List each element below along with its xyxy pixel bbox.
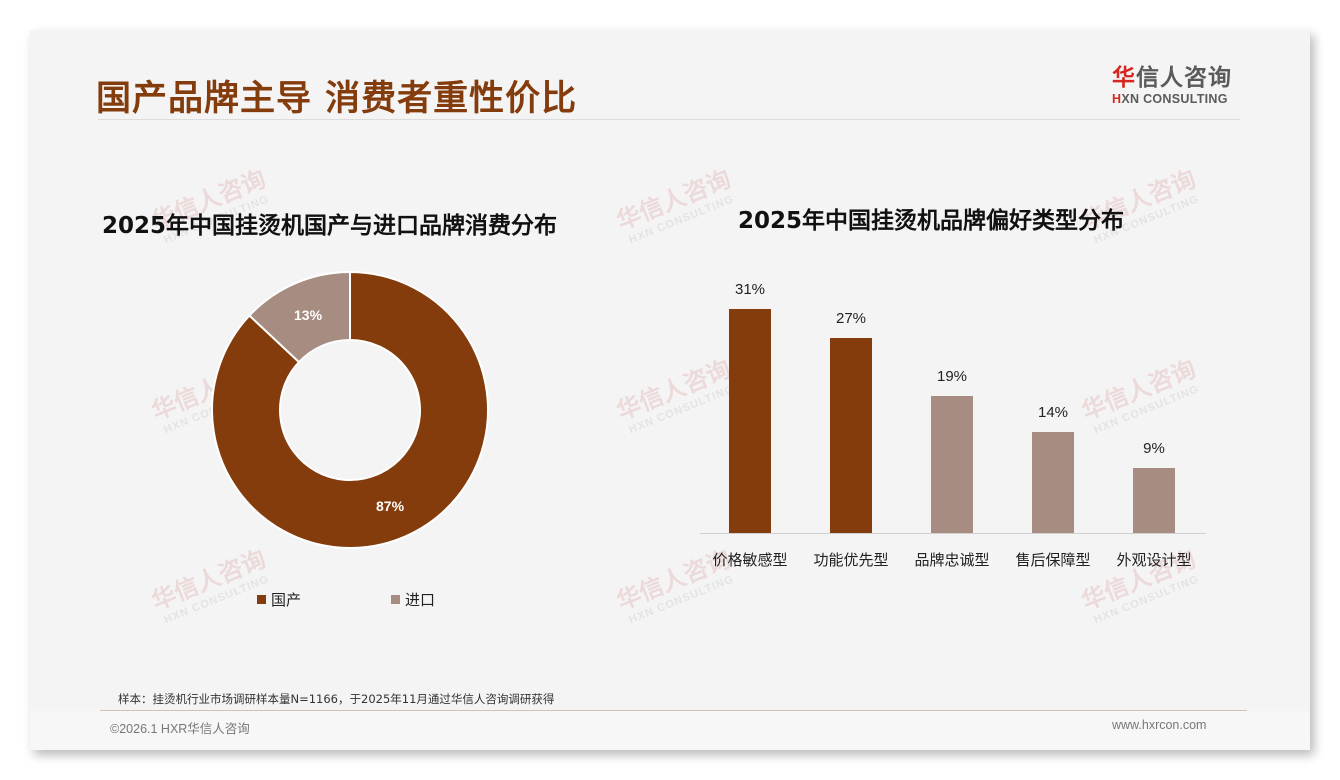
bar-1 bbox=[729, 309, 771, 533]
bar-value-label: 27% bbox=[835, 309, 867, 327]
bar-2 bbox=[830, 337, 872, 533]
legend-swatch bbox=[257, 595, 266, 604]
footer-divider bbox=[100, 710, 1247, 711]
bar-chart: 31% 价格敏感型 27% 功能优先型 19% 品牌忠诚型 14% 售后保障型 9% 外观设计型 bbox=[700, 270, 1206, 570]
legend-label: 进口 bbox=[405, 591, 436, 609]
slide: 华信人咨询 HXN CONSULTING 华信人咨询 HXN CONSULTING … bbox=[30, 30, 1310, 750]
donut-label-import: 13% bbox=[294, 307, 323, 323]
logo-chinese: 华信人咨询 bbox=[1112, 65, 1232, 91]
x-axis-category-label: 外观设计型 bbox=[1116, 551, 1192, 569]
bar-4 bbox=[1032, 431, 1074, 533]
logo-english: HXN CONSULTING bbox=[1112, 92, 1228, 106]
bar-value-label: 9% bbox=[1143, 439, 1165, 457]
bar-value-label: 14% bbox=[1037, 403, 1069, 421]
sample-footnote: 样本：挂烫机行业市场调研样本量N=1166，于2025年11月通过华信人咨询调研… bbox=[118, 692, 555, 706]
legend-item-domestic: 国产 bbox=[257, 589, 301, 610]
bar-5 bbox=[1133, 467, 1175, 533]
bar-chart-title: 2025年中国挂烫机品牌偏好类型分布 bbox=[738, 208, 1125, 234]
header-divider bbox=[98, 119, 1240, 120]
legend-item-import: 进口 bbox=[391, 589, 435, 610]
donut-label-domestic: 87% bbox=[376, 498, 405, 514]
donut-slice-domestic bbox=[211, 271, 489, 549]
donut-slice-import bbox=[247, 271, 351, 364]
x-axis-line bbox=[700, 533, 1206, 534]
donut-chart bbox=[211, 271, 489, 549]
x-axis-category-label: 价格敏感型 bbox=[712, 551, 788, 569]
footer-band bbox=[30, 711, 1310, 750]
copyright: ©2026.1 HXR华信人咨询 bbox=[110, 722, 250, 736]
page-title: 国产品牌主导 消费者重性价比 bbox=[96, 79, 578, 119]
x-axis-category-label: 售后保障型 bbox=[1015, 551, 1091, 569]
legend-swatch bbox=[391, 595, 400, 604]
bar-value-label: 19% bbox=[936, 367, 968, 385]
bar-value-label: 31% bbox=[734, 281, 766, 298]
bar-3 bbox=[931, 395, 973, 533]
legend-label: 国产 bbox=[271, 591, 302, 609]
x-axis-category-label: 品牌忠诚型 bbox=[914, 551, 990, 569]
x-axis-category-label: 功能优先型 bbox=[813, 551, 889, 569]
donut-chart-title: 2025年中国挂烫机国产与进口品牌消费分布 bbox=[102, 213, 558, 239]
website-url: www.hxrcon.com bbox=[1112, 718, 1207, 732]
company-logo: 华信人咨询 HXN CONSULTING bbox=[1112, 65, 1242, 106]
